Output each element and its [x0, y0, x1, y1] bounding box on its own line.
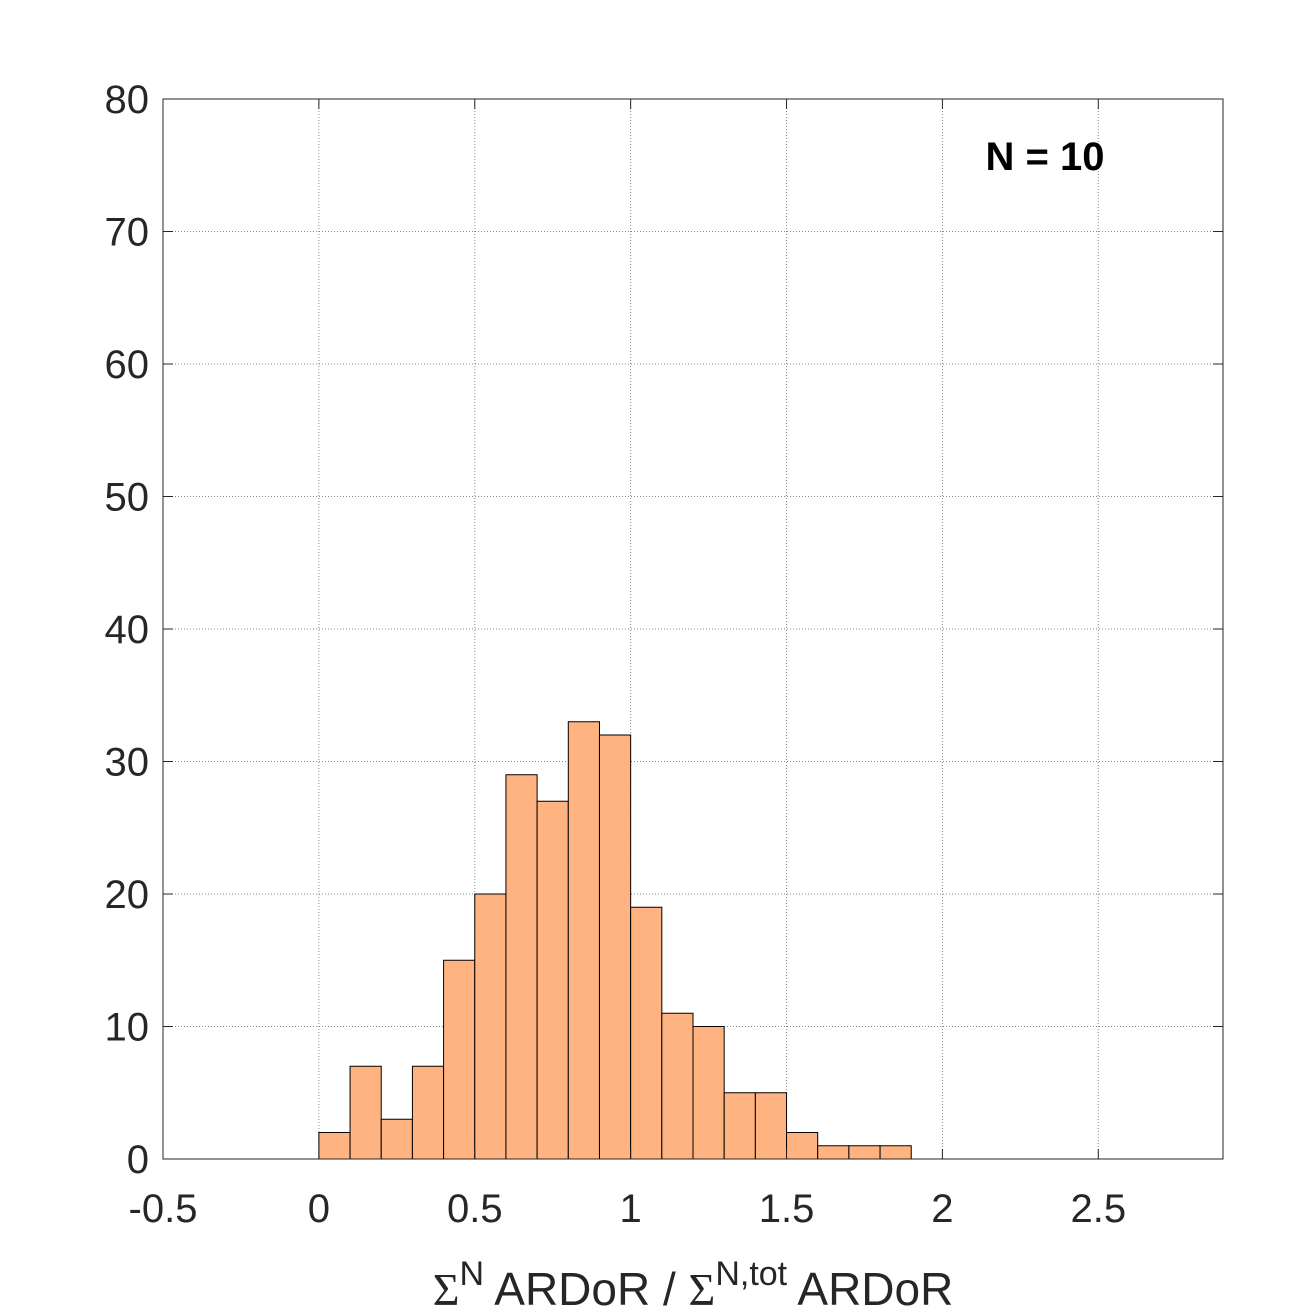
histogram-bar [443, 959, 476, 1160]
x-tick-label: -0.5 [129, 1187, 198, 1231]
y-tick-label: 10 [105, 1006, 150, 1050]
y-tick-label: 20 [105, 873, 150, 917]
histogram-bar [505, 774, 538, 1160]
y-tick-label: 30 [105, 741, 150, 785]
plot-area: -0.5 0 0.5 1 1.5 2 2.5 0 10 20 30 40 50 60 70 80 [105, 78, 1224, 1231]
x-tick-label: 0.5 [447, 1187, 503, 1231]
histogram-bar [848, 1145, 881, 1160]
histogram-bar [474, 893, 507, 1160]
histogram-bar [536, 800, 569, 1160]
histogram-bar [661, 1012, 694, 1160]
x-axis-label-sup-2: N,tot [715, 1255, 787, 1293]
histogram-bar [754, 1092, 788, 1160]
x-tick-label: 1.5 [759, 1187, 815, 1231]
histogram-bar [349, 1065, 382, 1160]
x-tick-label: 2.5 [1070, 1187, 1126, 1231]
x-axis-label: ΣN ARDoR / ΣN,tot ARDoR [433, 1255, 954, 1315]
y-tick-label: 0 [127, 1138, 149, 1182]
x-axis-label-text-1: ARDoR / [484, 1263, 689, 1315]
x-axis-label-sigma-1: Σ [433, 1264, 460, 1315]
x-axis-label-sup-1: N [459, 1255, 484, 1293]
x-tick-label: 0 [308, 1187, 330, 1231]
histogram-bar [318, 1132, 351, 1160]
histogram-bar [598, 734, 632, 1160]
x-axis-label-sigma-2: Σ [689, 1264, 716, 1315]
tick-marks [162, 98, 1223, 1160]
x-tick-labels: -0.5 0 0.5 1 1.5 2 2.5 [129, 1187, 1127, 1231]
histogram-bar [567, 721, 600, 1160]
y-tick-label: 60 [105, 343, 150, 387]
y-tick-label: 70 [105, 211, 150, 255]
y-tick-label: 80 [105, 78, 150, 122]
histogram-bar [692, 1026, 725, 1160]
y-tick-labels: 0 10 20 30 40 50 60 70 80 [105, 78, 150, 1182]
x-axis-label-text-2: ARDoR [787, 1263, 953, 1315]
histogram-bar [380, 1118, 413, 1160]
histogram-bars [318, 721, 912, 1160]
histogram-bar [630, 906, 663, 1160]
axes-background [163, 99, 1223, 1159]
histogram-bar [879, 1145, 912, 1160]
x-tick-label: 2 [931, 1187, 953, 1231]
histogram-bar [786, 1132, 819, 1160]
x-tick-label: 1 [620, 1187, 642, 1231]
y-tick-label: 40 [105, 608, 150, 652]
y-tick-label: 50 [105, 476, 150, 520]
histogram-bar [723, 1092, 756, 1160]
histogram-bar [411, 1065, 445, 1160]
n-annotation: N = 10 [986, 135, 1105, 179]
histogram-bar [817, 1145, 850, 1160]
